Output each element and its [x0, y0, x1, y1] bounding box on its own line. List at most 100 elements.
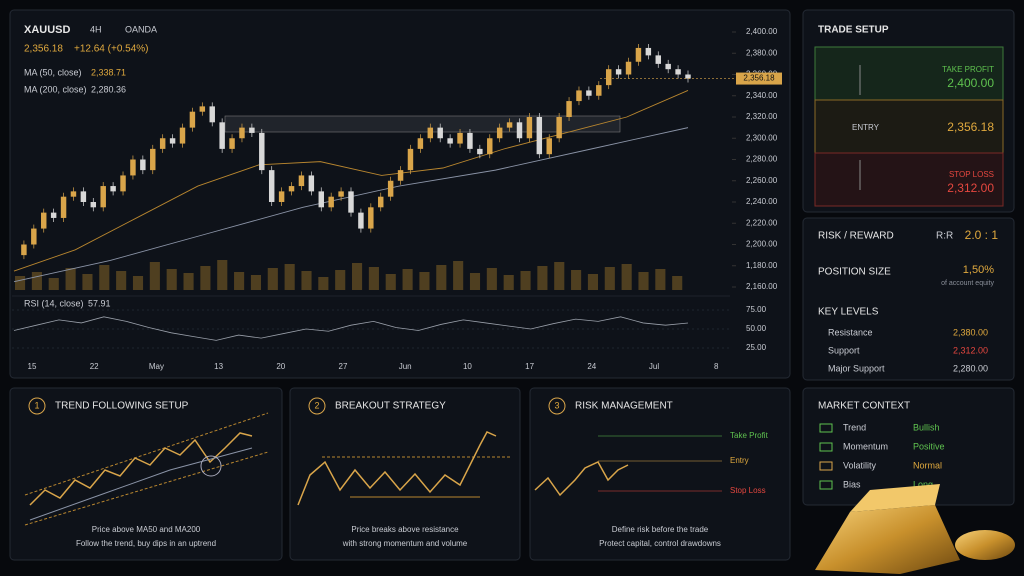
candle-body	[437, 127, 443, 139]
candle-body	[50, 212, 57, 218]
card-number: 3	[554, 400, 559, 410]
breakout-price	[297, 431, 497, 506]
candle-body	[655, 55, 661, 64]
x-tick-label: 15	[28, 362, 37, 371]
take-profit-label: TAKE PROFIT	[942, 65, 994, 74]
context-value: Long	[913, 479, 933, 489]
context-value: Bullish	[913, 422, 940, 432]
volume-bar	[402, 269, 413, 290]
y-tick-label: 2,400.00	[746, 27, 778, 36]
y-tick-label: 2,280.00	[746, 155, 778, 164]
y-tick-label: 2,380.00	[746, 48, 778, 57]
trend-price	[29, 432, 253, 506]
candle-body	[150, 148, 156, 171]
candle-body	[427, 127, 434, 139]
candle-body	[546, 138, 552, 155]
candle-body	[130, 159, 136, 176]
context-icon	[819, 461, 833, 471]
candle-body	[605, 69, 612, 86]
candle-body	[41, 212, 47, 229]
rsi-value: 57.91	[88, 298, 111, 308]
gold-bar-top	[850, 484, 940, 512]
volume-bar	[571, 270, 582, 290]
x-tick-label: Jun	[399, 362, 412, 371]
candle-body	[615, 69, 622, 75]
gold-bar	[815, 505, 960, 574]
candle-body	[556, 117, 562, 139]
candle-body	[368, 207, 374, 229]
context-name: Trend	[843, 422, 866, 432]
card	[9, 387, 283, 561]
card-line: Follow the trend, buy dips in an uptrend	[76, 539, 216, 548]
entry-label: ENTRY	[852, 123, 880, 132]
x-tick-label: 24	[587, 362, 596, 371]
y-tick-label: 2,340.00	[746, 91, 778, 100]
main-panel	[9, 9, 791, 379]
level-name: Support	[828, 345, 860, 355]
x-tick-label: Jul	[649, 362, 659, 371]
card-line: Protect capital, control drawdowns	[599, 539, 721, 548]
candle-body	[387, 180, 394, 197]
candle-body	[298, 175, 305, 187]
x-tick-label: 10	[463, 362, 472, 371]
context-name: Bias	[843, 479, 861, 489]
context-title: MARKET CONTEXT	[818, 401, 910, 412]
candle-body	[397, 170, 404, 181]
context-icon	[819, 442, 833, 452]
x-tick-label: May	[149, 362, 164, 371]
ma200-value: 2,280.36	[91, 84, 126, 94]
candle-body	[526, 117, 533, 139]
candle-body	[239, 127, 245, 139]
candle-body	[645, 47, 652, 56]
card-number-ring	[548, 397, 566, 415]
volume-bar	[166, 269, 177, 290]
y-tick-label: 2,200.00	[746, 240, 778, 249]
candle-body	[288, 186, 295, 192]
candle-body	[60, 196, 67, 218]
levels-title: KEY LEVELS	[818, 307, 879, 318]
candle-body	[219, 122, 225, 149]
candle-body	[457, 132, 463, 144]
risk-price	[534, 461, 629, 497]
candle-body	[308, 175, 315, 192]
sl-label: Stop Loss	[730, 486, 766, 495]
candle-body	[140, 159, 146, 171]
card-line: Price breaks above resistance	[351, 525, 459, 534]
volume-bar	[554, 262, 565, 290]
cards: 1 TREND FOLLOWING SETUP Price above MA50 a…	[9, 387, 791, 561]
x-tick-label: 20	[276, 362, 285, 371]
volume-bar	[587, 274, 599, 290]
entry-value: 2,356.18	[947, 120, 994, 134]
volume-bar	[65, 268, 76, 290]
candle-body	[576, 90, 582, 102]
candle-body	[358, 212, 364, 229]
x-tick-label: 8	[714, 362, 719, 371]
volume-bar	[82, 274, 93, 290]
volume-bar	[200, 266, 211, 290]
x-tick-label: 22	[90, 362, 99, 371]
candle-body	[249, 127, 255, 133]
ma50-label: MA (50, close)	[24, 67, 82, 77]
volume-bar	[116, 271, 127, 290]
rsi-tick-label: 50.00	[746, 324, 767, 333]
dip-marker	[200, 455, 222, 477]
main-chart: 2,160.00 1,180.00 2,200.00 2,220.00 2,240.00…	[12, 27, 782, 371]
card-line: Price above MA50 and MA200	[92, 525, 201, 534]
card-title: BREAKOUT STRATEGY	[335, 401, 446, 412]
y-tick-label: 2,220.00	[746, 218, 778, 227]
volume-bar	[503, 275, 514, 290]
candle-body	[496, 127, 503, 139]
candle-body	[328, 196, 334, 208]
card-number-ring	[308, 397, 326, 415]
candle-body	[635, 47, 642, 62]
volume-bar	[469, 273, 481, 290]
candle-body	[100, 186, 106, 208]
volume-bar	[318, 277, 329, 290]
size-value: 1,50%	[963, 264, 994, 276]
candle-body	[407, 148, 414, 171]
context-value: Normal	[913, 460, 942, 470]
candle-body	[179, 127, 186, 144]
channel-bottom	[24, 451, 269, 526]
